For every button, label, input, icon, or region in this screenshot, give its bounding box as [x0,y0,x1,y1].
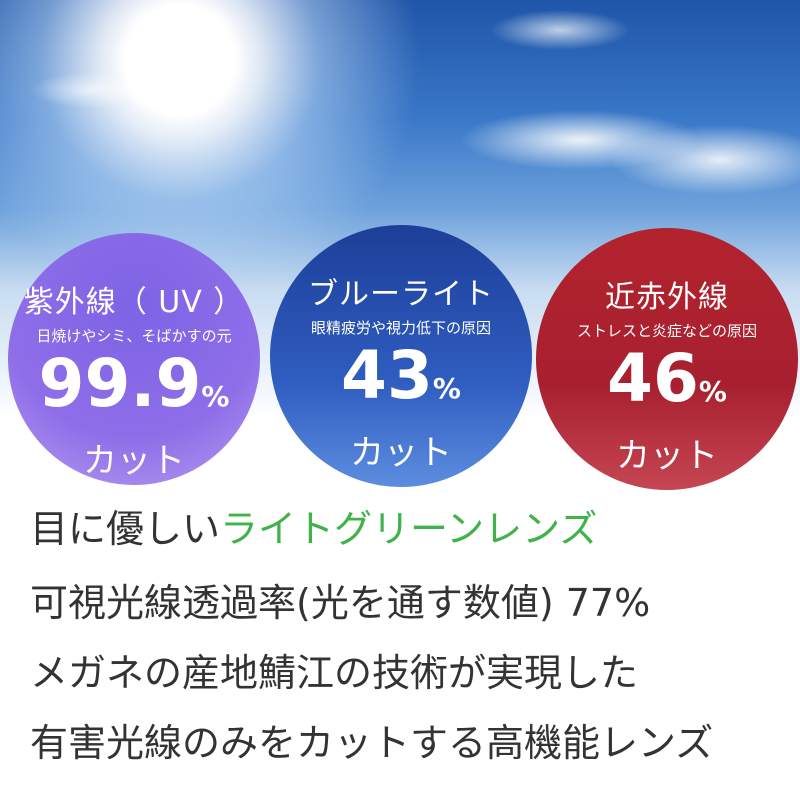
bluelight-subtitle: 眼精疲労や視力低下の原因 [310,319,491,337]
uv-title: 紫外線（ UV ） [23,285,245,320]
bluelight-title: ブルーライト [308,277,494,312]
nir-title: 近赤外線 [605,280,729,315]
uv-subtitle: 日焼けやシミ、そばかすの元 [36,327,232,345]
near-infrared-circle: 近赤外線 ストレスと炎症などの原因 46% カット [536,228,798,490]
nir-value: 46% [607,340,727,417]
uv-cut-label: カット [83,441,185,481]
nir-cut-label: カット [616,436,718,476]
feature-line: 有害光線のみをカットする高機能レンズ [30,721,714,765]
headline-line-1: 目に優しいライトグリーンレンズ [30,507,598,551]
transmittance-line: 可視光線透過率(光を通す数値) 77% [30,581,651,625]
bluelight-value: 43% [341,337,461,414]
bluelight-circle: ブルーライト 眼精疲労や視力低下の原因 43% カット [270,225,532,487]
bluelight-cut-label: カット [350,433,452,473]
nir-subtitle: ストレスと炎症などの原因 [576,322,757,340]
sabae-line: メガネの産地鯖江の技術が実現した [30,651,639,695]
uv-circle: 紫外線（ UV ） 日焼けやシミ、そばかすの元 99.9% カット [8,233,260,485]
uv-value: 99.9% [38,345,230,422]
